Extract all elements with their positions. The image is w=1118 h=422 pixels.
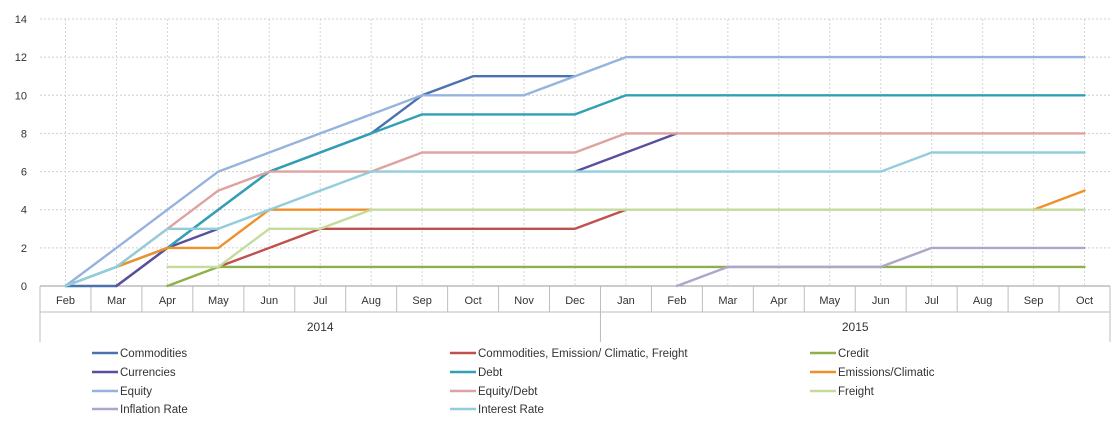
x-tick-label: Mar xyxy=(718,295,737,307)
legend-label: Credit xyxy=(838,348,869,360)
x-tick-label: Jun xyxy=(872,295,890,307)
x-tick-label: Jul xyxy=(313,295,327,307)
x-tick-label: Jan xyxy=(617,295,635,307)
series-line-credit xyxy=(166,265,1086,288)
series-lines xyxy=(64,55,1086,288)
x-tick-label: Sep xyxy=(412,295,432,307)
series-line-freight xyxy=(166,208,1086,269)
series-line-commodities-emission-climatic-freight xyxy=(217,208,628,269)
x-tick-label: Aug xyxy=(973,295,993,307)
x-tick-label: Oct xyxy=(1076,295,1093,307)
y-tick-label: 12 xyxy=(15,52,27,64)
x-tick-label: Apr xyxy=(159,295,176,307)
legend-label: Commodities, Emission/ Climatic, Freight xyxy=(478,348,688,360)
x-tick-label: May xyxy=(819,295,840,307)
series-line-equity xyxy=(64,55,1086,288)
legend-label: Equity xyxy=(120,386,152,398)
y-tick-label: 2 xyxy=(21,243,27,255)
legend-label: Inflation Rate xyxy=(120,404,188,416)
x-tick-label: Jul xyxy=(925,295,939,307)
axes: 0 2 4 6 8 10 12 14 Feb Mar Apr May Jun Jul Aug Sep Oct No… xyxy=(15,14,1111,342)
legend-label: Currencies xyxy=(120,367,176,379)
legend-label: Interest Rate xyxy=(478,404,544,416)
x-tick-label: Apr xyxy=(770,295,787,307)
legend-label: Emissions/Climatic xyxy=(838,367,935,379)
series-line-equity-debt xyxy=(115,132,1086,269)
x-tick-label: Aug xyxy=(361,295,381,307)
y-tick-label: 4 xyxy=(21,205,27,217)
series-line-debt xyxy=(64,94,1086,288)
x-tick-label: Sep xyxy=(1024,295,1044,307)
y-tick-label: 10 xyxy=(15,90,27,102)
legend-label: Equity/Debt xyxy=(478,386,538,398)
legend: Commodities Commodities, Emission/ Climat… xyxy=(92,348,935,416)
x-tick-label: Feb xyxy=(56,295,75,307)
series-line-interest-rate xyxy=(64,151,1086,288)
legend-label: Commodities xyxy=(120,348,187,360)
x-tick-label: Mar xyxy=(107,295,126,307)
x-tick-label: Feb xyxy=(667,295,686,307)
x-tick-label: Jun xyxy=(260,295,278,307)
x-tick-label: Nov xyxy=(514,295,534,307)
year-group-label: 2015 xyxy=(842,320,869,334)
y-tick-label: 6 xyxy=(21,167,27,179)
legend-label: Freight xyxy=(838,386,875,398)
y-tick-label: 14 xyxy=(15,14,27,26)
x-tick-label: May xyxy=(208,295,229,307)
legend-label: Debt xyxy=(478,367,503,379)
y-tick-label: 0 xyxy=(21,281,27,293)
x-tick-label: Dec xyxy=(565,295,585,307)
x-tick-label: Oct xyxy=(465,295,482,307)
series-line-inflation-rate xyxy=(675,246,1086,288)
year-group-label: 2014 xyxy=(307,320,334,334)
series-line-emissions-climatic xyxy=(115,189,1086,269)
y-tick-label: 8 xyxy=(21,128,27,140)
